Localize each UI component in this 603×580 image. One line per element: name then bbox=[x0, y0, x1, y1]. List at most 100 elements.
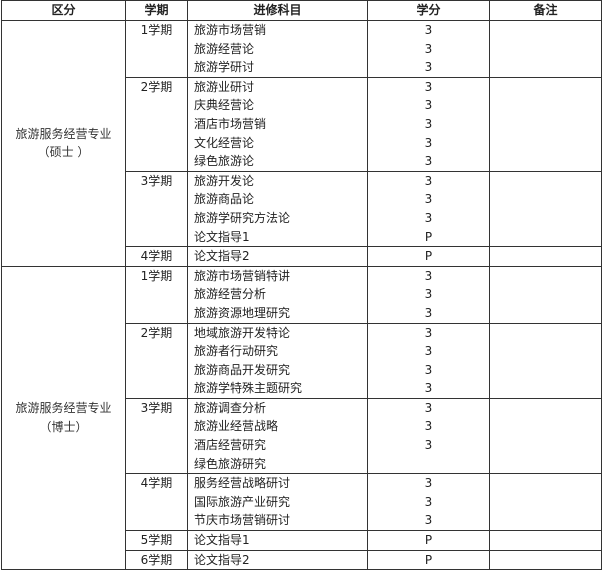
semester-cell: 4学期 bbox=[125, 246, 188, 267]
header-remarks: 备注 bbox=[489, 0, 602, 21]
course-name: 旅游商品开发研究 bbox=[194, 362, 291, 377]
course-name: 旅游商品论 bbox=[194, 192, 255, 207]
table-row: 旅游服务经营专业（硕士 ） 1学期 旅游市场营销 旅游经营论 旅游学研讨 3 3 3 bbox=[1, 20, 602, 267]
course-credit: 3 bbox=[424, 381, 433, 396]
course-name: 旅游业经营战略 bbox=[194, 419, 279, 434]
semester-label: 2学期 bbox=[140, 79, 173, 94]
course-name: 旅游学特殊主题研究 bbox=[194, 381, 303, 396]
course-cell: 论文指导1 bbox=[187, 530, 368, 551]
semester-cell: 6学期 bbox=[125, 549, 188, 571]
course-credit: 3 bbox=[424, 362, 433, 377]
course-name: 节庆市场营销研讨 bbox=[194, 513, 291, 528]
course-cell: 旅游市场营销特讲 旅游经营分析 旅游资源地理研究 bbox=[187, 265, 368, 324]
course-name: 地域旅游开发特论 bbox=[194, 325, 291, 340]
remarks-cell bbox=[489, 246, 602, 267]
course-cell: 论文指导2 bbox=[187, 549, 368, 571]
semester-cell: 1学期 bbox=[125, 20, 188, 78]
header-course: 进修科目 bbox=[187, 0, 368, 21]
course-credit: 3 bbox=[424, 344, 433, 359]
course-cell: 旅游调查分析 旅游业经营战略 酒店经营研究 绿色旅游研究 bbox=[187, 397, 368, 475]
course-name: 旅游调查分析 bbox=[194, 400, 267, 415]
course-name: 绿色旅游研究 bbox=[194, 456, 267, 471]
course-credit: 3 bbox=[424, 494, 433, 509]
course-credit: 3 bbox=[424, 210, 433, 225]
course-name: 旅游开发论 bbox=[194, 173, 255, 188]
remarks-cell bbox=[489, 473, 602, 532]
course-credit: 3 bbox=[424, 400, 433, 415]
header-semester: 学期 bbox=[125, 0, 188, 21]
course-credit: P bbox=[424, 229, 433, 244]
table-row: 4学期 服务经营战略研讨 国际旅游产业研究 节庆市场营销研讨 3 3 3 bbox=[2, 473, 602, 532]
course-credit: 3 bbox=[424, 287, 433, 302]
course-credit: 3 bbox=[424, 305, 433, 320]
course-credit: 3 bbox=[424, 476, 433, 491]
credit-cell: 3 3 3 bbox=[367, 20, 490, 78]
course-credit: 3 bbox=[424, 438, 433, 453]
course-cell: 服务经营战略研讨 国际旅游产业研究 节庆市场营销研讨 bbox=[187, 473, 368, 532]
remarks-cell bbox=[489, 170, 602, 248]
course-credit: 3 bbox=[424, 154, 433, 169]
credit-cell: 3 3 3 bbox=[367, 397, 490, 475]
semester-label: 6学期 bbox=[140, 552, 173, 567]
table-row: 4学期 论文指导2 P bbox=[2, 246, 602, 267]
course-credit: P bbox=[424, 249, 433, 264]
course-credit: 3 bbox=[424, 135, 433, 150]
semester-cell: 2学期 bbox=[125, 322, 188, 399]
course-name: 国际旅游产业研究 bbox=[194, 494, 291, 509]
semester-cell: 5学期 bbox=[125, 530, 188, 551]
credit-cell: P bbox=[367, 246, 490, 267]
course-name: 旅游学研究方法论 bbox=[194, 210, 291, 225]
semester-cell: 1学期 bbox=[125, 265, 188, 324]
course-credit: 3 bbox=[424, 192, 433, 207]
table-row: 3学期 旅游调查分析 旅游业经营战略 酒店经营研究 绿色旅游研究 3 3 3 bbox=[2, 397, 602, 475]
course-name: 旅游市场营销 bbox=[194, 23, 267, 37]
table-row: 2学期 旅游业研讨 庆典经营论 酒店市场营销 文化经营论 绿色旅游论 3 3 3 3 3 bbox=[2, 76, 602, 172]
course-name: 文化经营论 bbox=[194, 135, 255, 150]
course-credit: P bbox=[424, 552, 433, 567]
table-row: 5学期 论文指导1 P bbox=[2, 530, 602, 551]
credit-cell: P bbox=[367, 549, 490, 571]
semester-label: 4学期 bbox=[140, 476, 173, 491]
course-credit: 3 bbox=[424, 41, 433, 56]
remarks-cell bbox=[489, 549, 602, 571]
course-name: 论文指导1 bbox=[194, 533, 250, 548]
course-credit: 3 bbox=[424, 98, 433, 113]
header-credit: 学分 bbox=[367, 0, 490, 21]
course-name: 旅游市场营销特讲 bbox=[194, 268, 291, 283]
course-credit: 3 bbox=[424, 60, 433, 75]
course-name: 论文指导2 bbox=[194, 552, 250, 567]
course-name: 旅游资源地理研究 bbox=[194, 305, 291, 320]
semester-label: 1学期 bbox=[140, 268, 173, 283]
remarks-cell bbox=[489, 76, 602, 172]
course-name: 论文指导1 bbox=[194, 229, 250, 244]
semester-cell: 3学期 bbox=[125, 397, 188, 475]
credit-cell: 3 3 3 3 3 bbox=[367, 76, 490, 172]
course-credit: 3 bbox=[424, 513, 433, 528]
course-credit: P bbox=[424, 533, 433, 548]
course-credit: 3 bbox=[424, 268, 433, 283]
credit-cell: 3 3 3 P bbox=[367, 170, 490, 248]
remarks-cell bbox=[489, 20, 602, 78]
course-cell: 旅游开发论旅游商品论旅游学研究方法论 论文指导1 bbox=[187, 170, 368, 248]
table-row: 2学期 地域旅游开发特论 旅游者行动研究 旅游商品开发研究 旅游学特殊主题研究 3 3 3 3 bbox=[2, 322, 602, 399]
course-name: 旅游者行动研究 bbox=[194, 344, 279, 359]
program-division: 旅游服务经营专业（博士） bbox=[1, 265, 126, 571]
semester-label: 4学期 bbox=[140, 249, 173, 264]
header-row: 区分 学期 进修科目 学分 备注 bbox=[1, 0, 602, 21]
table-row: 3学期 旅游开发论 旅游商品论 旅游学研究方法论 论文指导1 3 3 3 P bbox=[2, 170, 602, 248]
semester-label: 5学期 bbox=[140, 533, 173, 548]
credit-cell: 3 3 3 bbox=[367, 473, 490, 532]
course-cell: 旅游市场营销 旅游经营论 旅游学研讨 bbox=[187, 20, 368, 78]
credit-cell: P bbox=[367, 530, 490, 551]
course-credit: 3 bbox=[424, 419, 433, 434]
course-name: 论文指导2 bbox=[194, 249, 250, 264]
course-name: 庆典经营论 bbox=[194, 98, 255, 113]
semester-cell: 2学期 bbox=[125, 76, 188, 172]
course-name: 旅游经营论 bbox=[194, 41, 255, 56]
course-cell: 旅游业研讨 庆典经营论 酒店市场营销 文化经营论 绿色旅游论 bbox=[187, 76, 368, 172]
semester-cell: 3学期 bbox=[125, 170, 188, 248]
course-credit: 3 bbox=[424, 116, 433, 131]
remarks-cell bbox=[489, 322, 602, 399]
semester-cell: 4学期 bbox=[125, 473, 188, 532]
